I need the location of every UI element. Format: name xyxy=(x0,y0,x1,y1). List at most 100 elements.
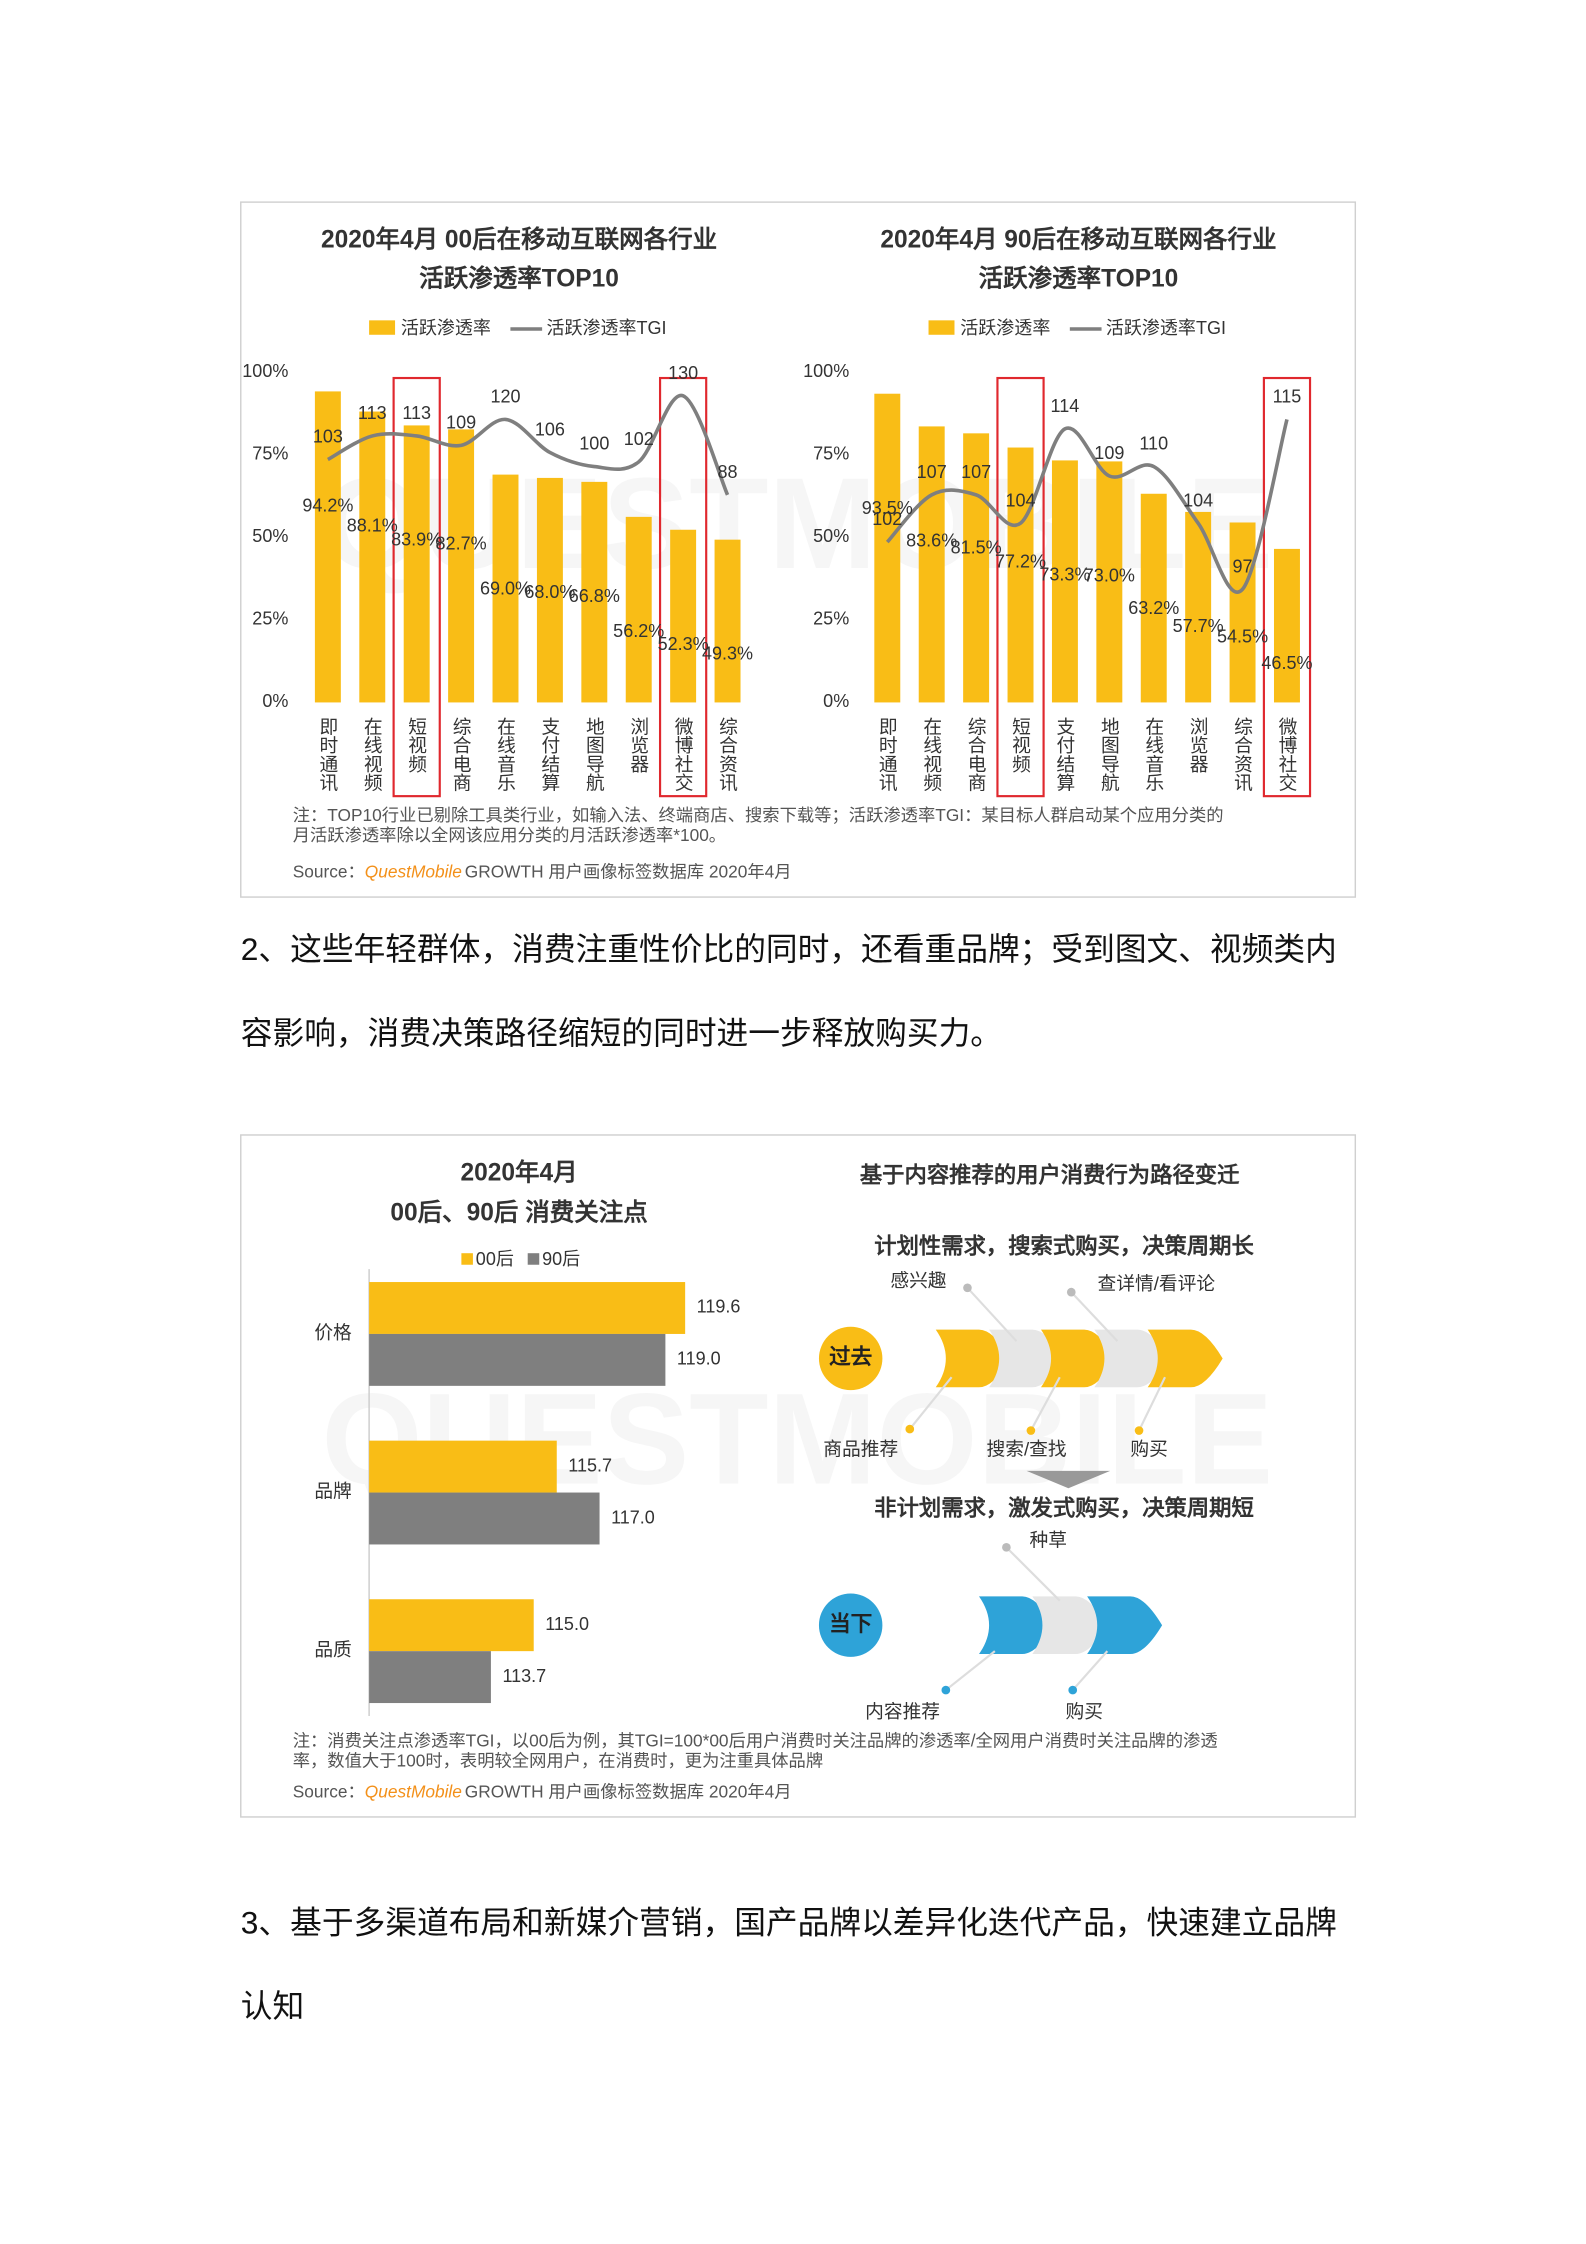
source-line: Source：QuestMobile GROWTH 用户画像标签数据库 2020年… xyxy=(293,861,792,881)
x-tick-label: 浏览器 xyxy=(1188,717,1209,773)
data-label: 113 xyxy=(358,403,387,423)
x-tick-label: 微博社交 xyxy=(1276,717,1297,792)
data-label: 97 xyxy=(1233,556,1253,576)
legend-label: 00后 xyxy=(476,1249,514,1269)
bar xyxy=(536,477,563,703)
bar xyxy=(314,391,341,703)
note-text: 率，数值大于100时，表明较全网用户，在消费时，更为注重具体品牌 xyxy=(293,1751,823,1771)
highlight-box xyxy=(392,376,441,798)
note-text: 注：消费关注点渗透率TGI，以00后为例，其TGI=100*00后用户消费时关注… xyxy=(293,1731,1218,1751)
data-label: 119.6 xyxy=(697,1297,741,1317)
data-label: 77.2% xyxy=(995,552,1046,572)
transition-arrow xyxy=(1026,1470,1111,1489)
data-label: 83.6% xyxy=(906,531,957,551)
y-tick-label: 品牌 xyxy=(314,1481,351,1502)
x-tick-label: 综合电商 xyxy=(451,717,472,793)
data-label: 113 xyxy=(402,403,431,423)
y-tick-label: 品质 xyxy=(314,1639,351,1660)
data-label: 63.2% xyxy=(1128,598,1179,618)
dot xyxy=(1134,1426,1144,1435)
note-text: 月活跃渗透率除以全网该应用分类的月活跃渗透率*100。 xyxy=(293,825,726,845)
source-text: GROWTH 用户画像标签数据库 2020年4月 xyxy=(465,861,792,881)
data-label: 119.0 xyxy=(677,1349,721,1369)
data-label: 113.7 xyxy=(502,1666,546,1686)
dot xyxy=(963,1283,972,1293)
paragraph-line: 3、基于多渠道布局和新媒介营销，国产品牌以差异化迭代产品，快速建立品牌 xyxy=(241,1904,1337,1940)
highlight-box xyxy=(1262,376,1312,798)
step-label: 购买 xyxy=(1130,1439,1167,1460)
y-tick-label: 75% xyxy=(252,444,288,464)
data-label: 110 xyxy=(1139,434,1168,454)
step-shape xyxy=(989,1329,1065,1388)
y-tick-label: 25% xyxy=(252,609,288,629)
bar xyxy=(1007,447,1034,703)
bar xyxy=(625,516,652,703)
bar xyxy=(1185,511,1212,703)
highlight-box xyxy=(996,376,1045,798)
bar xyxy=(359,411,386,703)
legend-label: 活跃渗透率TGI xyxy=(546,318,666,338)
step-shape xyxy=(1040,1329,1116,1388)
data-label: 109 xyxy=(1094,443,1124,463)
connector xyxy=(966,1287,1018,1342)
data-label: 82.7% xyxy=(436,533,487,553)
step-label: 感兴趣 xyxy=(890,1270,946,1291)
y-tick-label: 50% xyxy=(813,526,849,546)
step-label: 种草 xyxy=(1029,1530,1066,1551)
x-tick-label: 支付结算 xyxy=(1054,717,1075,792)
y-tick-label: 0% xyxy=(262,691,288,711)
dot xyxy=(905,1424,915,1434)
data-label: 46.5% xyxy=(1261,653,1312,673)
tgi-line xyxy=(885,418,1289,594)
step-shape xyxy=(935,1329,1011,1388)
x-tick-label: 地图导航 xyxy=(584,717,605,792)
data-label: 73.0% xyxy=(1084,566,1135,586)
bar xyxy=(1229,522,1256,703)
source-label: Source： xyxy=(293,861,365,881)
bar xyxy=(369,1440,557,1493)
connector xyxy=(1070,1291,1119,1342)
data-label: 120 xyxy=(490,387,520,407)
data-label: 106 xyxy=(535,420,565,440)
bar xyxy=(1140,493,1167,703)
x-tick-label: 综合资讯 xyxy=(1232,717,1253,792)
stage-heading: 计划性需求，搜索式购买，决策周期长 xyxy=(874,1232,1254,1258)
data-label: 104 xyxy=(1183,490,1213,510)
bar xyxy=(1273,548,1300,703)
connector xyxy=(1071,1650,1109,1691)
step-shape xyxy=(1094,1329,1170,1388)
badge xyxy=(818,1326,883,1391)
data-label: 94.2% xyxy=(302,496,353,516)
data-label: 52.3% xyxy=(658,634,709,654)
legend-label: 活跃渗透率 xyxy=(401,318,491,338)
legend-label: 活跃渗透率TGI xyxy=(1106,318,1226,338)
source-label: Source： xyxy=(293,1781,365,1801)
highlight-box xyxy=(658,376,708,798)
bar xyxy=(448,429,475,703)
step-label: 购买 xyxy=(1066,1701,1103,1722)
step-label: 内容推荐 xyxy=(865,1701,940,1722)
bar xyxy=(369,1599,534,1652)
step-shape xyxy=(1147,1329,1223,1388)
x-tick-label: 支付结算 xyxy=(539,717,560,792)
legend-swatch xyxy=(369,320,396,335)
data-label: 104 xyxy=(1005,490,1035,510)
data-label: 83.9% xyxy=(391,530,442,550)
step-shape xyxy=(1032,1596,1108,1655)
paragraph-line: 认知 xyxy=(241,1988,304,2024)
source-line: Source：QuestMobile GROWTH 用户画像标签数据库 2020年… xyxy=(293,1781,792,1801)
bar xyxy=(369,1492,600,1545)
diagram-title: 基于内容推荐的用户消费行为路径变迁 xyxy=(860,1162,1240,1188)
badge-label: 当下 xyxy=(829,1611,872,1636)
bar xyxy=(963,433,990,703)
data-label: 81.5% xyxy=(951,537,1002,557)
y-tick-label: 价格 xyxy=(314,1322,352,1343)
x-tick-label: 地图导航 xyxy=(1099,717,1120,792)
step-label: 搜索/查找 xyxy=(986,1439,1066,1460)
x-tick-label: 即时通讯 xyxy=(317,717,338,792)
x-tick-label: 综合电商 xyxy=(966,717,987,793)
y-tick-label: 50% xyxy=(252,526,288,546)
dot xyxy=(941,1685,951,1695)
x-tick-label: 在线视频 xyxy=(362,717,383,792)
